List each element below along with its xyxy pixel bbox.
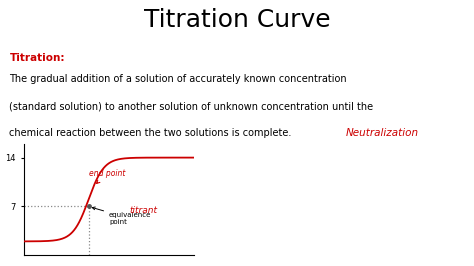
Text: The gradual addition of a solution of accurately known concentration: The gradual addition of a solution of ac… bbox=[9, 74, 347, 85]
Text: equivalence
point: equivalence point bbox=[92, 207, 151, 225]
Text: Titration Curve: Titration Curve bbox=[144, 8, 330, 32]
Text: Titration:: Titration: bbox=[9, 53, 65, 63]
Text: end point: end point bbox=[89, 169, 126, 183]
Text: (standard solution) to another solution of unknown concentration until the: (standard solution) to another solution … bbox=[9, 101, 374, 111]
Text: Neutralization: Neutralization bbox=[346, 128, 419, 138]
Text: titrant: titrant bbox=[129, 206, 157, 215]
Text: chemical reaction between the two solutions is complete.: chemical reaction between the two soluti… bbox=[9, 128, 292, 138]
